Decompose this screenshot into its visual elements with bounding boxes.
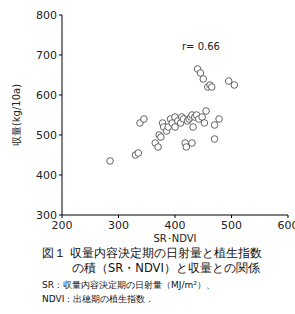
x-tick [62, 215, 63, 218]
x-tick [288, 215, 289, 218]
caption-title: 図１ 収量内容決定期の日射量と植生指数 [42, 246, 262, 260]
y-tick-label: 700 [36, 49, 57, 62]
points [107, 66, 238, 165]
point [107, 158, 114, 165]
y-axis-label: 収量(kg/10a) [11, 84, 22, 146]
x-axis-label: SR･NDVI [153, 233, 196, 244]
x-tick [231, 215, 232, 218]
point [189, 140, 196, 147]
y-tick-label: 500 [36, 129, 57, 142]
point [158, 134, 165, 141]
x-tick-label: 600 [278, 219, 295, 232]
point [216, 116, 223, 123]
caption-note: NDVI：出穂期の植生指数． [42, 294, 154, 304]
x-tick-label: 500 [221, 219, 242, 232]
y-tick-label: 600 [36, 89, 57, 102]
point [231, 82, 238, 89]
caption-note: SR：収量内容決定期の日射量（MJ/m²）、 [42, 280, 215, 290]
y-tick [59, 95, 62, 96]
x-tick-label: 400 [165, 219, 186, 232]
caption-title: の積（SR・NDVI）と収量との関係 [72, 261, 260, 275]
point [190, 124, 197, 131]
x-tick [175, 215, 176, 218]
point [211, 122, 218, 129]
x-tick [118, 215, 119, 218]
point [155, 144, 162, 151]
y-tick [59, 135, 62, 136]
point [200, 76, 207, 83]
x-tick-label: 200 [52, 219, 73, 232]
y-axis [62, 15, 63, 215]
x-tick-label: 300 [108, 219, 129, 232]
point [135, 150, 142, 157]
y-tick-label: 800 [36, 9, 57, 22]
point [208, 84, 215, 91]
y-tick [59, 175, 62, 176]
chart: 300400500600700800200300400500600SR･NDVI… [0, 0, 295, 314]
y-tick [59, 15, 62, 16]
annotation: r= 0.66 [182, 41, 220, 52]
y-tick-label: 400 [36, 169, 57, 182]
point [141, 116, 148, 123]
point [201, 120, 208, 127]
point [203, 108, 210, 115]
point [211, 136, 218, 143]
y-tick [59, 55, 62, 56]
